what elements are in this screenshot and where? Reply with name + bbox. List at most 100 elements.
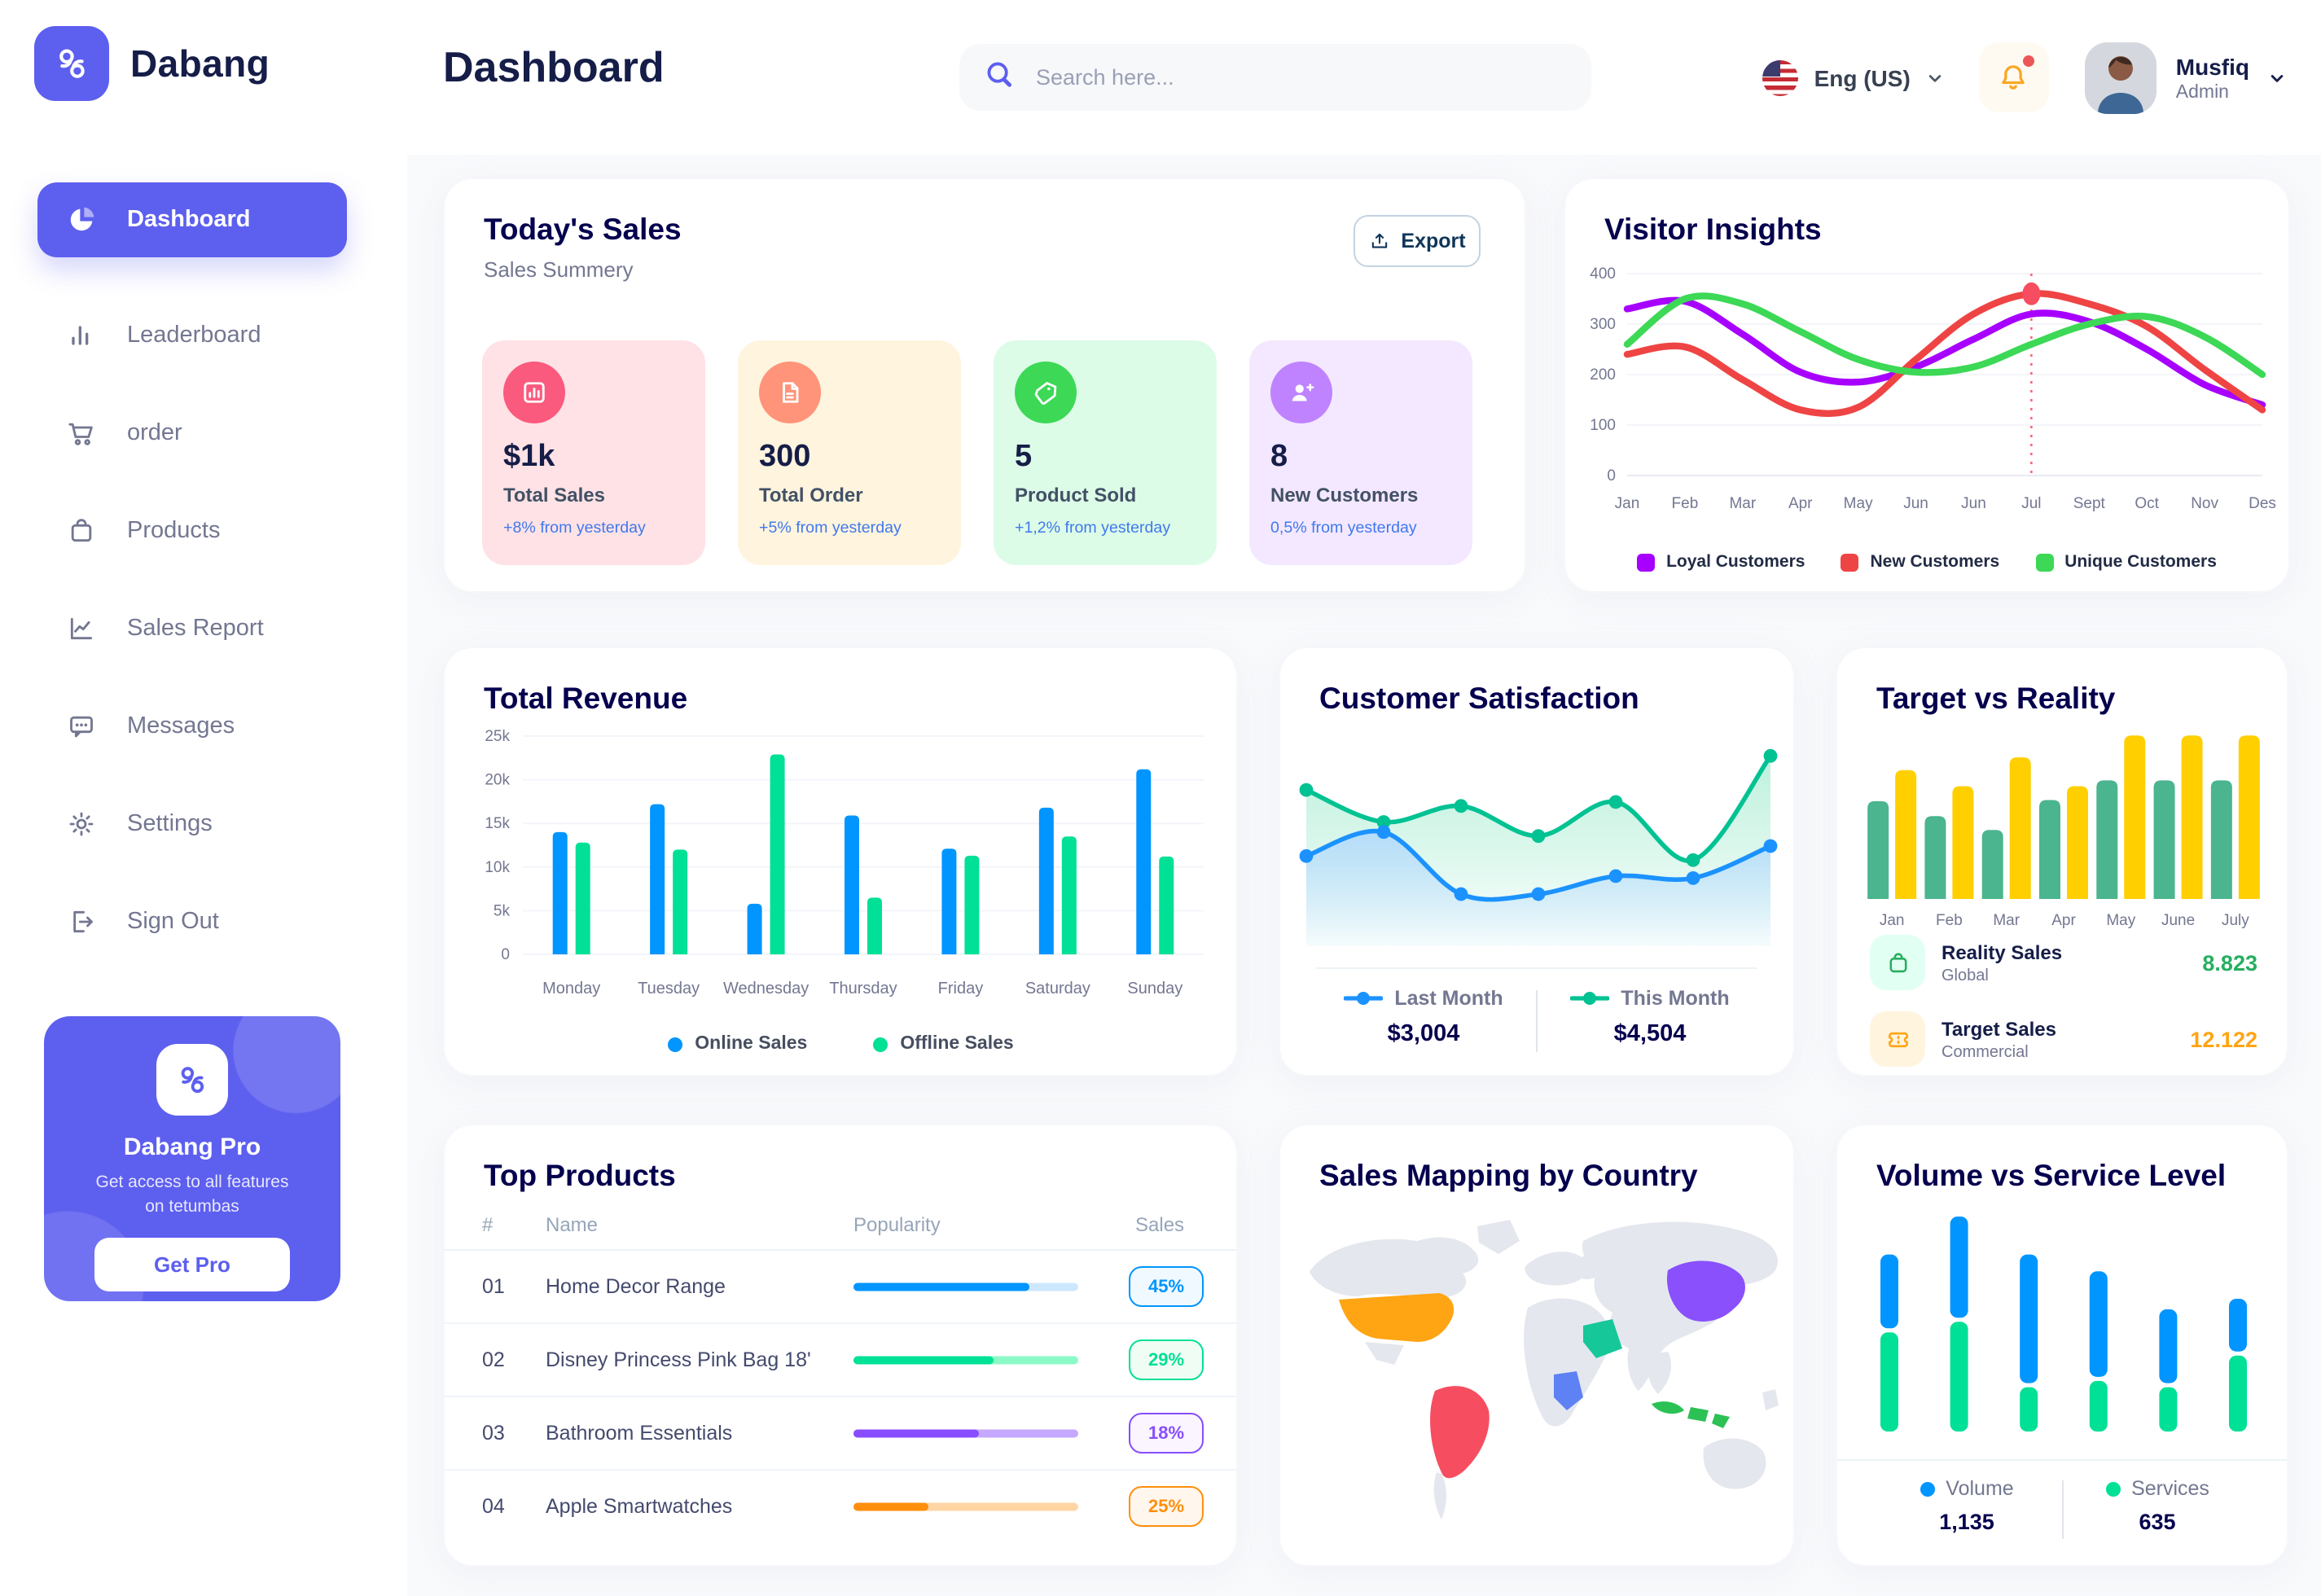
sidebar-item-label: Dashboard <box>127 207 251 233</box>
language-label: Eng (US) <box>1814 64 1911 90</box>
table-row: 04 Apple Smartwatches 25% <box>445 1471 1236 1542</box>
sidebar-item-label: Messages <box>127 713 235 739</box>
col-name: Name <box>546 1213 599 1236</box>
svg-text:15k: 15k <box>485 815 510 832</box>
popularity-bar <box>853 1429 1078 1437</box>
page-title: Dashboard <box>443 42 665 91</box>
sales-badge: 25% <box>1129 1486 1204 1527</box>
svg-text:Feb: Feb <box>1672 495 1699 512</box>
total-revenue-chart: 0 5k 10k 15k 20k 25k Monday Tuesday Wednesday Thu… <box>485 728 1204 998</box>
sidebar: Dabang Dashboard Leaderboard order Produ… <box>0 0 407 1596</box>
col-sales: Sales <box>1135 1213 1185 1236</box>
legend-item: Unique Customers <box>2035 552 2217 572</box>
table-row: 02 Disney Princess Pink Bag 18' 29% <box>445 1324 1236 1397</box>
tag-icon <box>1015 362 1077 423</box>
svg-text:Feb: Feb <box>1936 912 1963 929</box>
target-vs-reality-chart: Jan Feb Mar Apr May June July <box>1867 735 2260 929</box>
summary-label: Product Sold <box>1015 484 1137 506</box>
todays-sales-card: Today's Sales Sales Summery Export $1k T… <box>443 178 1526 593</box>
top-products-title: Top Products <box>484 1158 676 1192</box>
legend-item-volume: Volume 1,135 <box>1882 1477 2051 1542</box>
product-name: Bathroom Essentials <box>546 1422 733 1445</box>
visitor-insights-title: Visitor Insights <box>1604 212 1822 246</box>
country-saudi <box>1583 1319 1622 1358</box>
sales-summary-cards: $1k Total Sales +8% from yesterday 300 T… <box>482 340 1472 565</box>
sidebar-item-sales-report[interactable]: Sales Report <box>37 596 347 661</box>
svg-text:Apr: Apr <box>2051 912 2076 929</box>
divider <box>1837 1459 2287 1461</box>
cart-icon <box>64 415 99 451</box>
brand-logo: Dabang <box>34 26 270 101</box>
user-name: Musfiq <box>2175 53 2249 79</box>
export-button[interactable]: Export <box>1354 215 1481 267</box>
notifications-button[interactable] <box>1978 42 2049 112</box>
todays-sales-title: Today's Sales <box>484 212 682 246</box>
export-icon <box>1372 233 1388 248</box>
world-map <box>1310 1220 1779 1519</box>
legend-item: Loyal Customers <box>1637 552 1805 572</box>
summary-value: 8 <box>1270 440 1288 474</box>
customer-satisfaction-legend: Last Month $3,004 This Month $4,504 <box>1280 987 1793 1055</box>
todays-sales-subtitle: Sales Summery <box>484 257 634 282</box>
shopping-bag-icon <box>1870 935 1925 990</box>
svg-text:300: 300 <box>1590 316 1616 333</box>
total-revenue-legend: Online Sales Offline Sales <box>445 1034 1236 1054</box>
sidebar-item-order[interactable]: order <box>37 401 347 466</box>
sidebar-item-settings[interactable]: Settings <box>37 791 347 857</box>
summary-delta: 0,5% from yesterday <box>1270 520 1417 537</box>
customer-satisfaction-chart <box>1299 748 1778 946</box>
gear-icon <box>64 806 99 842</box>
svg-text:Jul: Jul <box>2021 495 2041 512</box>
get-pro-button[interactable]: Get Pro <box>94 1238 290 1292</box>
total-revenue-card: Total Revenue 0 5k 10k 15k 20k 25k Monday Tuesd… <box>443 647 1238 1076</box>
search-input[interactable] <box>1033 64 1567 91</box>
sidebar-item-sign-out[interactable]: Sign Out <box>37 889 347 954</box>
sidebar-item-products[interactable]: Products <box>37 498 347 563</box>
svg-text:200: 200 <box>1590 366 1616 384</box>
sidebar-item-messages[interactable]: Messages <box>37 694 347 759</box>
svg-text:Mar: Mar <box>1993 912 2020 929</box>
sidebar-menu: Dashboard Leaderboard order Products Sal… <box>0 182 407 987</box>
country-indonesia <box>1687 1407 1709 1422</box>
summary-card-total-sales: $1k Total Sales +8% from yesterday <box>482 340 705 565</box>
svg-text:Nov: Nov <box>2191 495 2218 512</box>
svg-text:May: May <box>1844 495 1873 512</box>
sidebar-item-leaderboard[interactable]: Leaderboard <box>37 303 347 368</box>
svg-text:Tuesday: Tuesday <box>638 980 700 998</box>
summary-delta: +1,2% from yesterday <box>1015 520 1171 537</box>
top-products-rows: 01 Home Decor Range 45% 02 Disney Princes… <box>445 1251 1236 1542</box>
divider <box>445 1249 1236 1251</box>
pro-description: Get access to all features on tetumbas <box>95 1173 289 1217</box>
profile-menu[interactable]: Musfiq Admin <box>2084 42 2285 113</box>
customer-satisfaction-title: Customer Satisfaction <box>1319 681 1639 715</box>
sales-badge: 29% <box>1129 1340 1204 1380</box>
sales-mapping-title: Sales Mapping by Country <box>1319 1158 1698 1192</box>
pro-upgrade-card: Dabang Pro Get access to all features on… <box>44 1016 340 1301</box>
sidebar-item-label: order <box>127 420 182 446</box>
language-selector[interactable]: Eng (US) <box>1762 59 1943 95</box>
country-brazil <box>1430 1386 1490 1479</box>
popularity-bar <box>853 1502 1078 1510</box>
us-flag-icon <box>1762 59 1798 95</box>
country-usa <box>1339 1293 1454 1342</box>
summary-value: $1k <box>503 440 555 474</box>
sidebar-item-label: Settings <box>127 811 213 837</box>
svg-text:Saturday: Saturday <box>1025 980 1090 998</box>
target-vs-reality-card: Target vs Reality Jan Feb Mar Apr May June Jul… <box>1836 647 2288 1076</box>
product-name: Home Decor Range <box>546 1275 726 1298</box>
svg-text:Monday: Monday <box>542 980 600 998</box>
summary-value: 5 <box>1015 440 1033 474</box>
chevron-down-icon <box>2271 74 2284 81</box>
sidebar-item-label: Sales Report <box>127 616 264 642</box>
search-bar[interactable] <box>959 44 1591 111</box>
visitor-insights-chart: 400 300 200 100 0 Jan Feb Mar Apr May Jun Jun Jul Sep… <box>1590 265 2276 512</box>
popularity-bar <box>853 1356 1078 1364</box>
search-icon <box>984 58 1015 97</box>
svg-text:Des: Des <box>2249 495 2276 512</box>
sales-badge: 45% <box>1129 1266 1204 1307</box>
sidebar-item-label: Leaderboard <box>127 322 261 349</box>
svg-text:10k: 10k <box>485 859 510 876</box>
sidebar-item-dashboard[interactable]: Dashboard <box>37 182 347 257</box>
visitor-insights-legend: Loyal Customers New Customers Unique Custo… <box>1565 552 2288 572</box>
brand-name: Dabang <box>130 42 270 84</box>
